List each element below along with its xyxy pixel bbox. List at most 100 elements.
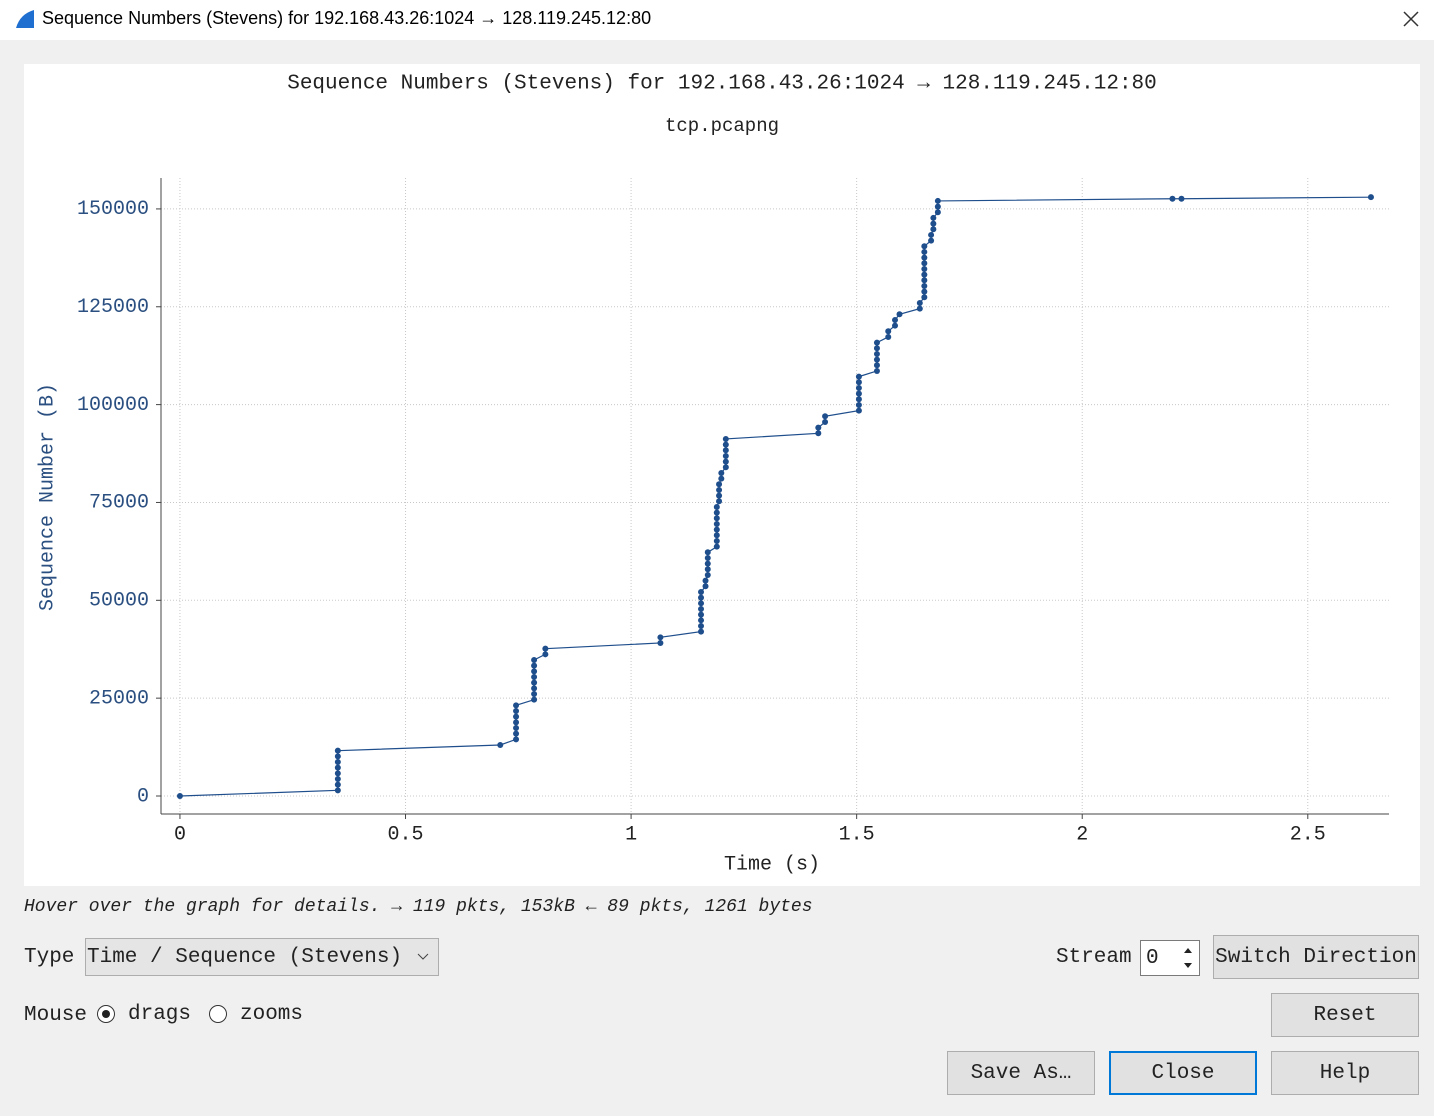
data-point <box>921 243 928 250</box>
data-point <box>855 407 862 414</box>
data-point <box>822 413 829 420</box>
chart-panel: Sequence Numbers (Stevens) for 192.168.4… <box>24 64 1420 886</box>
data-point <box>531 696 538 703</box>
data-point <box>873 362 880 369</box>
reset-button[interactable]: Reset <box>1271 993 1419 1037</box>
chart[interactable]: Sequence Numbers (Stevens) for 192.168.4… <box>24 64 1420 886</box>
data-point <box>716 486 723 493</box>
data-point <box>698 617 705 624</box>
data-point <box>716 492 723 499</box>
x-tick-label: 2 <box>1076 823 1088 846</box>
data-point <box>892 316 899 323</box>
data-point <box>698 600 705 607</box>
data-point <box>855 390 862 397</box>
data-point <box>698 611 705 618</box>
data-point <box>713 503 720 510</box>
data-point <box>542 651 549 658</box>
data-point <box>934 203 941 210</box>
stream-spinbox[interactable]: 0 <box>1140 940 1200 976</box>
data-point <box>513 719 520 726</box>
close-button[interactable]: Close <box>1109 1051 1257 1095</box>
type-label: Type <box>24 946 75 969</box>
chart-title: Sequence Numbers (Stevens) for 192.168.4… <box>287 73 1157 96</box>
save-as-button[interactable]: Save As… <box>947 1051 1095 1095</box>
title-bar: Sequence Numbers (Stevens) for 192.168.4… <box>0 0 1434 40</box>
data-point <box>921 248 928 255</box>
data-point <box>542 645 549 652</box>
spin-arrows[interactable] <box>1179 943 1197 973</box>
close-window[interactable] <box>1396 4 1426 34</box>
data-point <box>921 254 928 261</box>
data-point <box>873 350 880 357</box>
x-tick-label: 0.5 <box>388 823 424 846</box>
data-point <box>702 577 709 584</box>
data-point <box>713 537 720 544</box>
zooms-label[interactable]: zooms <box>240 1003 304 1026</box>
app-icon <box>16 10 34 28</box>
y-tick-label: 75000 <box>89 492 149 515</box>
data-point <box>531 685 538 692</box>
data-point <box>934 209 941 216</box>
data-point <box>722 464 729 471</box>
window-title: Sequence Numbers (Stevens) for 192.168.4… <box>42 8 652 28</box>
data-point <box>822 418 829 425</box>
data-point <box>513 713 520 720</box>
data-point <box>928 231 935 238</box>
data-point <box>722 452 729 459</box>
chart-subtitle: tcp.pcapng <box>665 115 779 137</box>
data-point <box>704 571 711 578</box>
data-point <box>873 367 880 374</box>
data-point <box>921 294 928 301</box>
data-point <box>334 753 341 760</box>
data-point <box>531 690 538 697</box>
data-point <box>921 271 928 278</box>
data-point <box>334 764 341 771</box>
data-point <box>873 339 880 346</box>
y-tick-label: 25000 <box>89 687 149 710</box>
y-tick-label: 125000 <box>77 296 149 319</box>
data-point <box>921 282 928 289</box>
data-point <box>531 673 538 680</box>
data-point <box>334 775 341 782</box>
data-point <box>657 634 664 641</box>
zooms-radio[interactable] <box>209 1005 227 1023</box>
data-point <box>713 532 720 539</box>
drags-label[interactable]: drags <box>128 1003 192 1026</box>
data-point <box>921 277 928 284</box>
data-point <box>513 730 520 737</box>
data-point <box>713 526 720 533</box>
y-tick-label: 150000 <box>77 198 149 221</box>
data-point <box>885 333 892 340</box>
dropdown-arrow <box>417 953 429 960</box>
type-dropdown[interactable]: Time / Sequence (Stevens) <box>85 938 439 976</box>
data-point <box>930 214 937 221</box>
data-point <box>1178 195 1185 202</box>
data-point <box>704 554 711 561</box>
data-point <box>873 345 880 352</box>
data-point <box>855 401 862 408</box>
data-point <box>713 543 720 550</box>
data-point <box>704 549 711 556</box>
data-point <box>815 430 822 437</box>
mouse-label: Mouse <box>24 1004 88 1027</box>
data-point <box>334 758 341 765</box>
data-point <box>855 379 862 386</box>
data-point <box>921 260 928 267</box>
x-tick-label: 2.5 <box>1290 823 1326 846</box>
data-point <box>713 509 720 516</box>
data-point <box>334 787 341 794</box>
x-tick-label: 1.5 <box>839 823 875 846</box>
data-point <box>698 605 705 612</box>
data-point <box>704 566 711 573</box>
data-point <box>698 628 705 635</box>
data-point <box>718 469 725 476</box>
data-point <box>497 741 504 748</box>
data-point <box>334 781 341 788</box>
help-button[interactable]: Help <box>1271 1051 1419 1095</box>
switch-direction-button[interactable]: Switch Direction <box>1213 935 1419 979</box>
drags-radio[interactable] <box>97 1005 115 1023</box>
data-point <box>916 305 923 312</box>
data-point <box>716 498 723 505</box>
data-point <box>722 441 729 448</box>
data-point <box>921 265 928 272</box>
